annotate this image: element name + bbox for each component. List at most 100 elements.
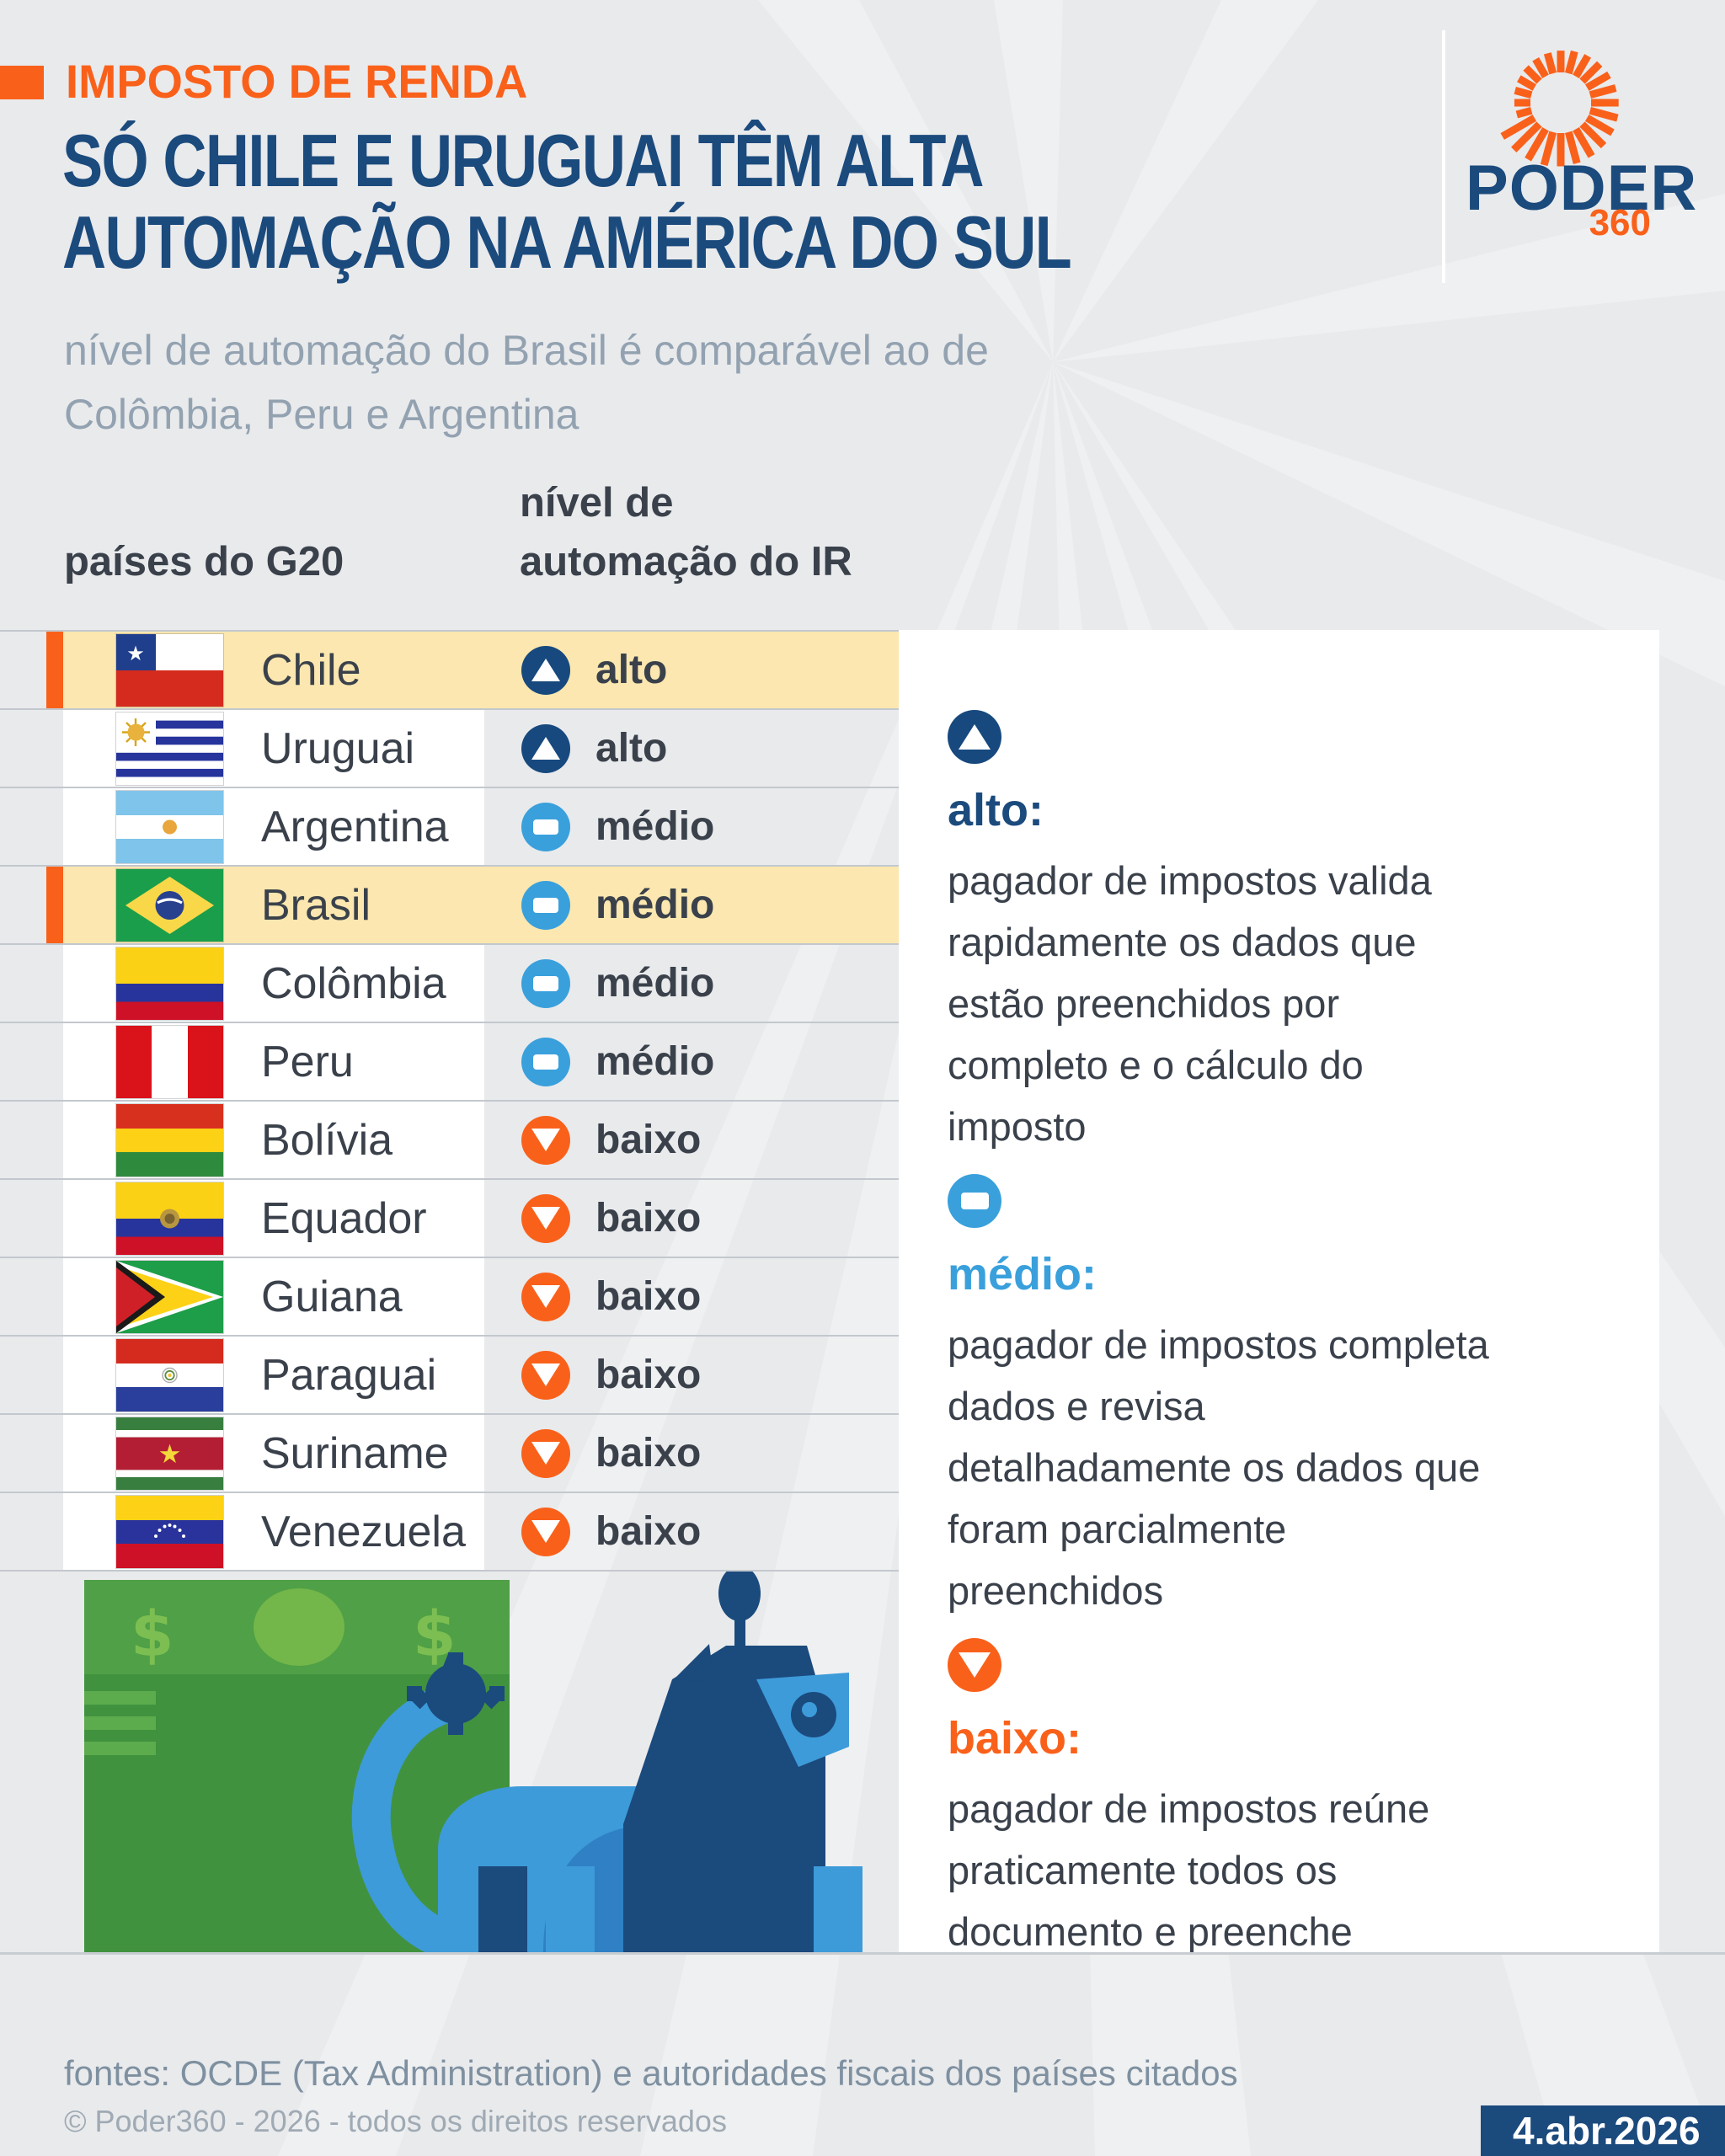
country-cell: Peru [63,1023,484,1100]
row-left-margin [0,1258,46,1335]
flag-ec-icon [116,1182,223,1255]
table-row: Guiana baixo [0,1258,899,1337]
svg-text:★: ★ [126,642,145,665]
minus-icon [948,1174,1001,1228]
country-cell: Paraguai [63,1337,484,1413]
flag-co-icon [116,947,223,1020]
table-row: ★ Chile alto [0,632,899,710]
level-label: baixo [595,1196,702,1241]
row-left-margin [0,867,46,943]
table-row: Equador baixo [0,1180,899,1258]
triangle-up-icon [948,710,1001,764]
level-label: alto [595,648,668,692]
country-name: Guiana [261,1272,403,1321]
legend-panel: alto: pagador de impostos valida rapidame… [899,630,1659,1954]
level-cell: baixo [484,1415,899,1492]
lion-illustration [351,1572,862,1952]
row-left-margin [0,632,46,708]
triangle-up-icon [521,723,570,773]
row-highlight-bar [46,945,63,1022]
table-row: Colômbia médio [0,945,899,1023]
level-label: baixo [595,1118,702,1162]
triangle-down-icon [521,1272,570,1321]
triangle-down-icon [521,1193,570,1243]
row-highlight-bar [46,1102,63,1178]
subtitle: nível de automação do Brasil é comparáve… [64,318,989,446]
poder360-logo-360: 360 [1589,202,1651,243]
level-label: baixo [595,1353,702,1397]
level-label: baixo [595,1509,702,1554]
level-cell: alto [484,710,899,787]
row-highlight-bar [46,710,63,787]
country-cell: Equador [63,1180,484,1257]
country-cell: Argentina [63,788,484,865]
table-row: Uruguai alto [0,710,899,788]
countries-table: ★ Chile alto Uruguai alto Argentina médio Brasi… [0,630,899,1572]
legend-block-medium: médio: pagador de impostos completa dados… [948,1174,1617,1621]
legend-block-high: alto: pagador de impostos valida rapidame… [948,710,1617,1157]
legend-label: baixo: [948,1713,1082,1764]
column-header-level: nível de automação do IR [520,473,852,591]
row-highlight-bar [46,1258,63,1335]
kicker: IMPOSTO DE RENDA [66,55,528,108]
country-cell: Uruguai [63,710,484,787]
level-cell: médio [484,945,899,1022]
flag-pe-icon [116,1025,223,1098]
row-left-margin [0,1493,46,1570]
table-row: ★ Suriname baixo [0,1415,899,1493]
level-cell: baixo [484,1493,899,1570]
row-left-margin [0,1023,46,1100]
country-name: Equador [261,1193,427,1243]
date-badge: 4.abr.2026 [1481,2105,1725,2156]
row-highlight-bar [46,867,63,943]
sources-text: fontes: OCDE (Tax Administration) e auto… [64,2053,1238,2093]
table-row: Brasil médio [0,867,899,945]
svg-text:$: $ [131,1598,174,1671]
level-label: médio [595,1039,715,1084]
flag-ar-icon [116,790,223,863]
triangle-down-icon [521,1350,570,1400]
flag-br-icon [116,868,223,942]
poder360-sunburst-icon [1500,50,1619,167]
level-cell: médio [484,1023,899,1100]
country-name: Argentina [261,802,449,851]
triangle-up-icon [521,645,570,695]
minus-icon [521,1037,570,1086]
country-name: Brasil [261,880,371,930]
row-left-margin [0,1337,46,1413]
money-and-lion-illustration: $ $ [84,1572,862,1952]
level-cell: baixo [484,1258,899,1335]
subtitle-line-2: Colômbia, Peru e Argentina [64,391,579,438]
row-left-margin [0,710,46,787]
flag-sr-icon: ★ [116,1417,223,1490]
footer-divider [0,1952,1725,1955]
country-cell: ★ Chile [63,632,484,708]
row-highlight-bar [46,1415,63,1492]
row-highlight-bar [46,1023,63,1100]
triangle-down-icon [948,1638,1001,1692]
row-left-margin [0,1102,46,1178]
legend-text: pagador de impostos reúne praticamente t… [948,1786,1430,1954]
kicker-accent-square [0,66,44,99]
flag-ve-icon [116,1495,223,1568]
money-bill-illustration: $ $ [84,1580,510,1952]
row-left-margin [0,788,46,865]
level-label: alto [595,726,668,771]
table-row: Paraguai baixo [0,1337,899,1415]
level-label: médio [595,961,715,1006]
logo-divider [1442,30,1445,283]
level-cell: alto [484,632,899,708]
row-left-margin [0,1415,46,1492]
country-cell: Brasil [63,867,484,943]
country-name: Venezuela [261,1507,466,1556]
triangle-down-icon [521,1115,570,1165]
row-highlight-bar [46,632,63,708]
level-label: baixo [595,1431,702,1476]
level-cell: baixo [484,1180,899,1257]
country-name: Bolívia [261,1115,393,1165]
level-cell: baixo [484,1337,899,1413]
table-row: Argentina médio [0,788,899,867]
level-cell: médio [484,867,899,943]
country-name: Chile [261,645,361,695]
